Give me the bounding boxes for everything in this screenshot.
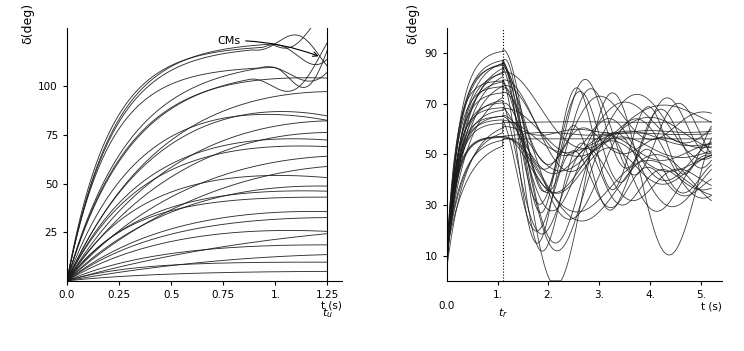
Text: $t_r$: $t_r$ (498, 306, 507, 320)
Y-axis label: δ(deg): δ(deg) (21, 2, 34, 44)
Text: t (s): t (s) (321, 300, 342, 310)
Text: 0.0: 0.0 (438, 301, 455, 311)
Text: CMs: CMs (217, 36, 318, 56)
Y-axis label: δ(deg): δ(deg) (406, 2, 419, 44)
Text: t (s): t (s) (701, 301, 722, 311)
Text: $t_u$: $t_u$ (322, 306, 333, 320)
